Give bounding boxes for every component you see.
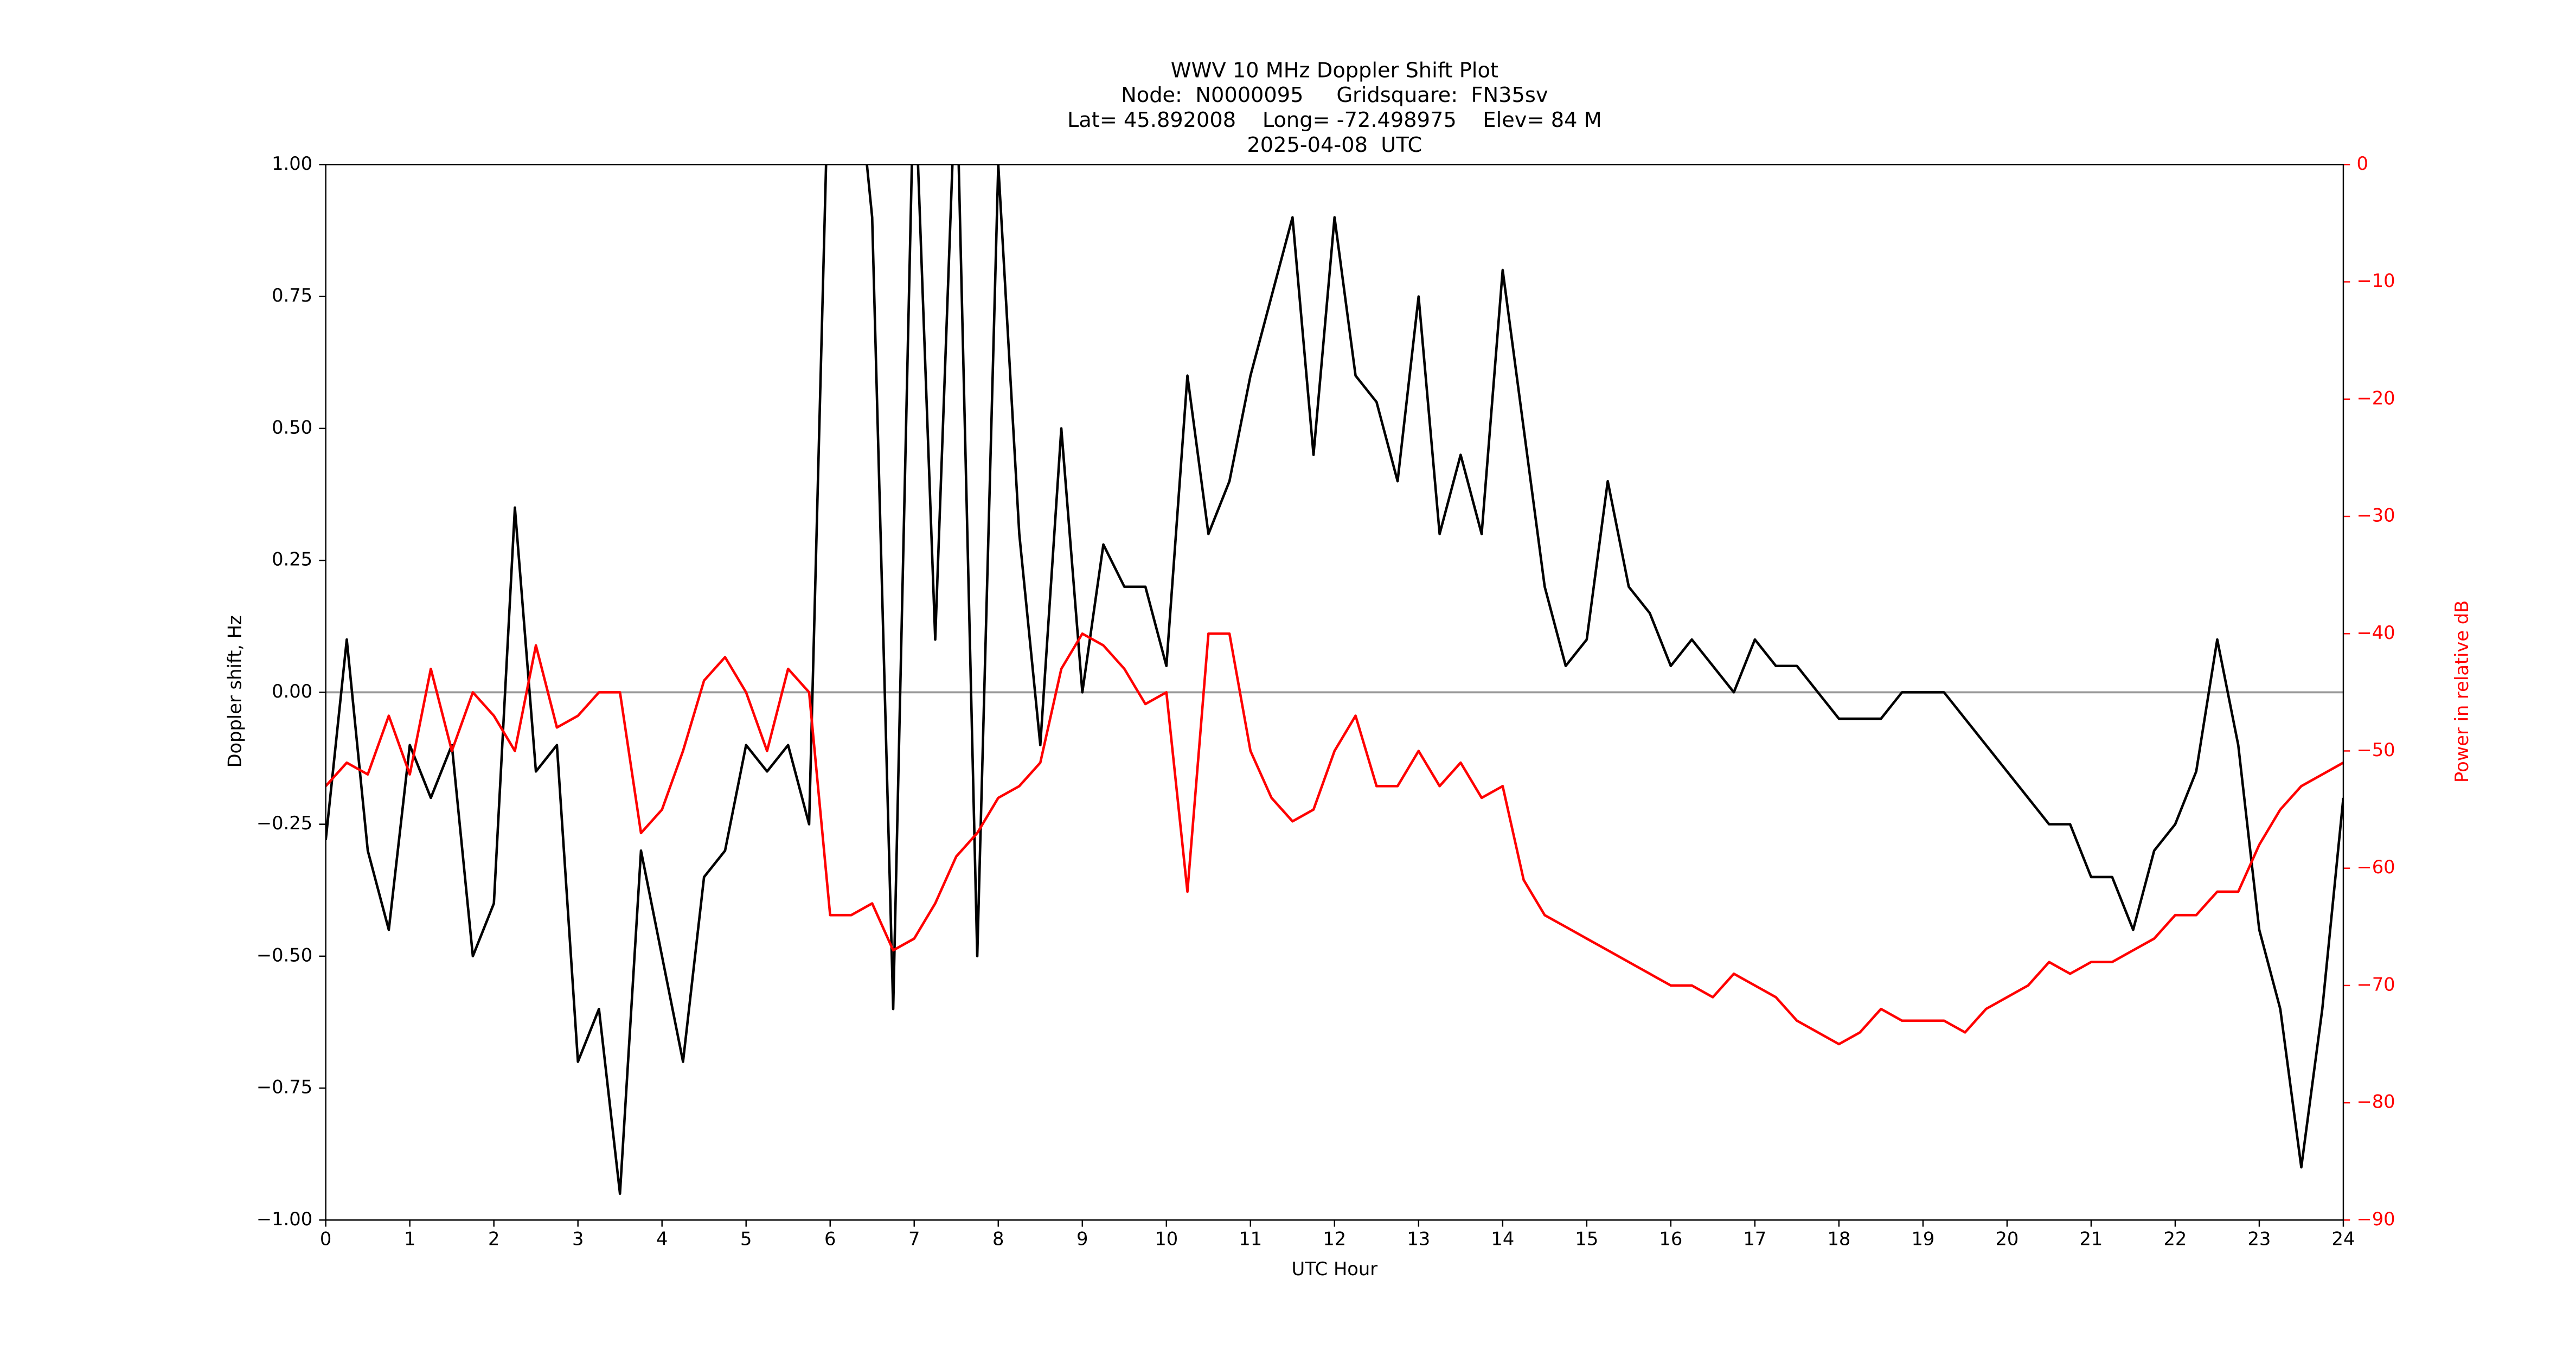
x-tick-label: 8 <box>992 1229 1004 1250</box>
x-tick-label: 11 <box>1239 1229 1262 1250</box>
x-tick-label: 18 <box>1827 1229 1850 1250</box>
x-tick-label: 4 <box>656 1229 668 1250</box>
x-tick-label: 0 <box>320 1229 331 1250</box>
x-tick-label: 1 <box>404 1229 415 1250</box>
x-tick-label: 20 <box>1995 1229 2018 1250</box>
chart-subtitle: Node: N0000095 Gridsquare: FN35sv <box>1121 83 1548 107</box>
x-tick-label: 22 <box>2164 1229 2187 1250</box>
y-tick-label: −0.75 <box>257 1077 312 1098</box>
y2-tick-label: −30 <box>2356 505 2395 526</box>
x-tick-label: 3 <box>572 1229 584 1250</box>
y-tick-label: 1.00 <box>272 153 312 174</box>
plot-frame <box>325 164 2344 1221</box>
y-tick-label: 0.50 <box>272 417 312 438</box>
x-tick-label: 23 <box>2248 1229 2271 1250</box>
x-tick-label: 15 <box>1575 1229 1598 1250</box>
x-axis-label: UTC Hour <box>1291 1258 1377 1280</box>
series-line <box>325 632 2343 1046</box>
y2-tick-label: −20 <box>2356 387 2395 408</box>
y2-axis-label: Power in relative dB <box>2451 600 2472 783</box>
chart-subtitle: 2025-04-08 UTC <box>1247 133 1422 157</box>
chart-subtitle: Lat= 45.892008 Long= -72.498975 Elev= 84… <box>1067 108 1602 132</box>
y2-tick-label: −70 <box>2356 974 2395 995</box>
x-tick-label: 6 <box>824 1229 836 1250</box>
x-tick-label: 17 <box>1743 1229 1766 1250</box>
y2-tick-label: −10 <box>2356 270 2395 291</box>
y-axis-label: Doppler shift, Hz <box>225 615 246 767</box>
x-tick-label: 9 <box>1076 1229 1088 1250</box>
x-tick-label: 10 <box>1155 1229 1178 1250</box>
x-tick-label: 16 <box>1659 1229 1682 1250</box>
plot-area <box>325 164 2343 1195</box>
chart-title: WWV 10 MHz Doppler Shift Plot <box>1171 58 1498 82</box>
y-tick-label: −1.00 <box>257 1208 312 1230</box>
y2-tick-label: −60 <box>2356 856 2395 878</box>
y2-tick-label: −80 <box>2356 1091 2395 1112</box>
y2-tick-label: −90 <box>2356 1208 2395 1230</box>
x-tick-label: 12 <box>1323 1229 1346 1250</box>
x-tick-label: 2 <box>488 1229 499 1250</box>
x-tick-label: 7 <box>908 1229 920 1250</box>
y2-tick-label: 0 <box>2356 153 2368 174</box>
y-tick-label: 0.00 <box>272 681 312 702</box>
y2-tick-label: −40 <box>2356 622 2395 643</box>
x-tick-label: 13 <box>1407 1229 1430 1250</box>
x-tick-label: 19 <box>1911 1229 1934 1250</box>
series-line <box>325 164 2343 1195</box>
y-tick-label: 0.75 <box>272 285 312 306</box>
x-tick-label: 14 <box>1491 1229 1514 1250</box>
x-tick-label: 24 <box>2332 1229 2355 1250</box>
y-tick-label: −0.50 <box>257 944 312 965</box>
y2-tick-label: −50 <box>2356 739 2395 760</box>
y-tick-label: 0.25 <box>272 549 312 570</box>
y-tick-label: −0.25 <box>257 813 312 834</box>
x-tick-label: 5 <box>740 1229 752 1250</box>
x-tick-label: 21 <box>2079 1229 2103 1250</box>
